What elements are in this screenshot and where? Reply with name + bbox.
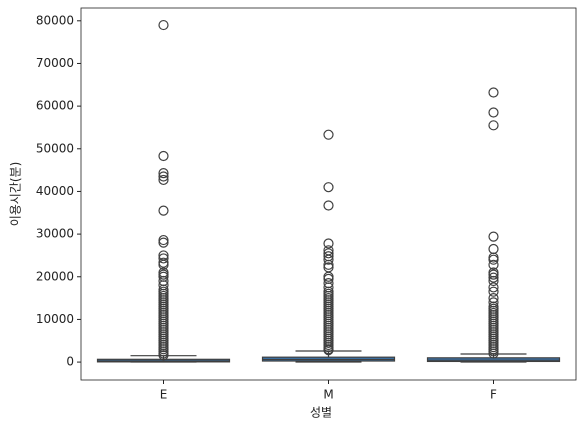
outlier	[488, 286, 499, 297]
outlier	[488, 282, 499, 293]
outlier	[158, 237, 169, 248]
outlier	[488, 269, 499, 280]
outlier	[488, 254, 499, 265]
outlier	[158, 19, 169, 31]
outlier	[488, 259, 499, 270]
outlier	[158, 205, 169, 216]
outlier	[158, 259, 169, 270]
outlier	[323, 259, 334, 270]
outlier	[488, 107, 499, 118]
outlier	[488, 275, 499, 287]
y-axis-label: 이용시간(분)	[9, 162, 23, 227]
outlier	[158, 150, 169, 162]
y-tick-label: 0	[66, 355, 74, 369]
outlier	[488, 120, 499, 131]
y-tick-label: 40000	[36, 184, 74, 198]
outlier	[158, 167, 169, 179]
y-tick-label: 60000	[36, 99, 74, 113]
y-tick-label: 20000	[36, 269, 74, 283]
x-tick-label: E	[160, 388, 168, 402]
outlier	[323, 254, 334, 265]
outlier	[488, 243, 499, 255]
x-tick-label: F	[490, 388, 497, 402]
outlier	[323, 200, 334, 211]
outlier	[488, 348, 499, 359]
x-tick-label: M	[323, 388, 333, 402]
outlier	[158, 174, 169, 186]
x-axis-label: 성별	[310, 406, 332, 420]
outlier	[158, 350, 169, 361]
outlier	[158, 253, 169, 264]
outlier	[323, 345, 334, 356]
outlier	[488, 231, 499, 242]
y-tick-label: 30000	[36, 227, 74, 241]
y-tick-label: 50000	[36, 141, 74, 155]
outlier	[488, 272, 499, 283]
y-tick-label: 10000	[36, 312, 74, 326]
y-tick-label: 70000	[36, 56, 74, 70]
outlier	[323, 238, 334, 249]
outlier	[323, 182, 334, 193]
outlier	[323, 129, 334, 140]
outlier	[323, 248, 334, 259]
y-tick-label: 80000	[36, 13, 74, 27]
outlier	[488, 87, 499, 98]
outlier	[158, 234, 169, 246]
outlier	[158, 171, 169, 182]
